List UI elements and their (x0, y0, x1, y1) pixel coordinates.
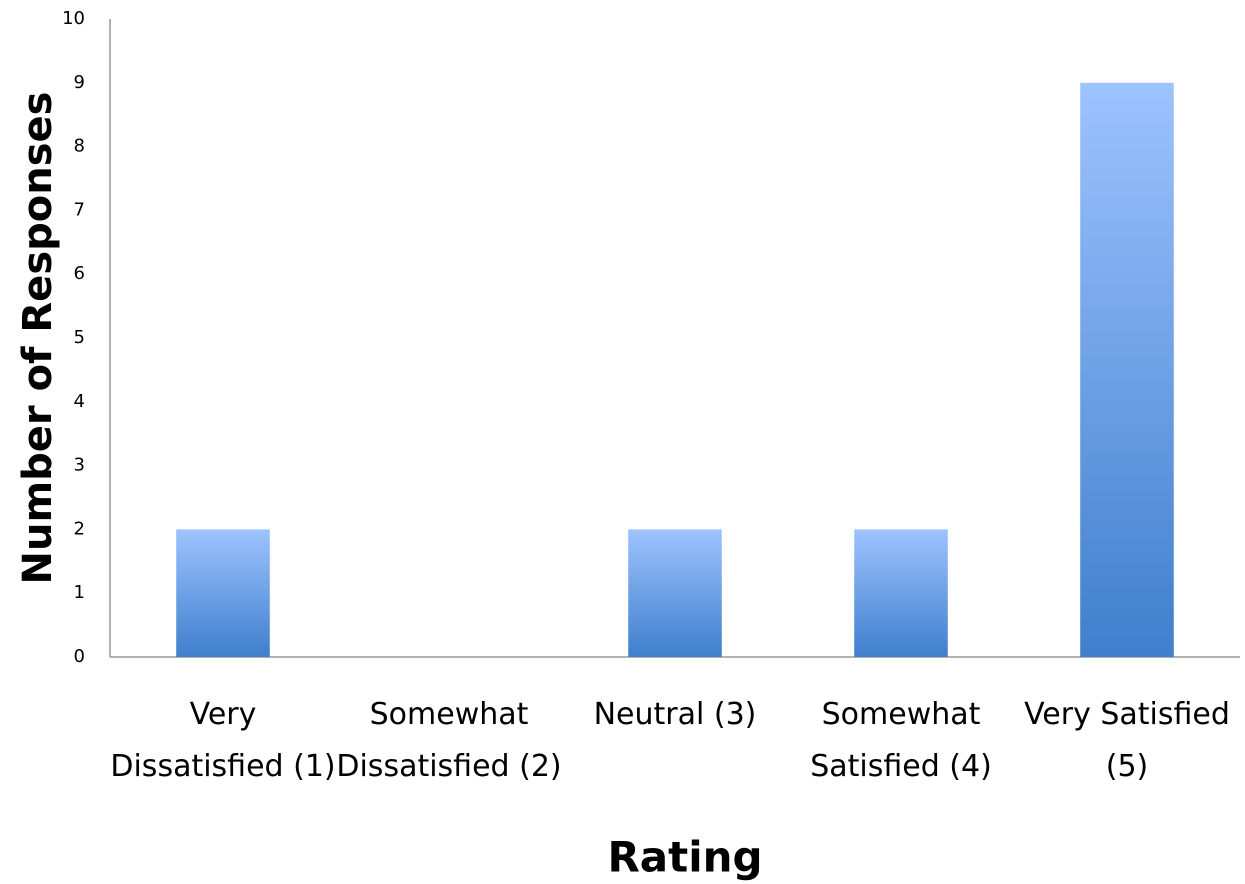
bar (176, 529, 270, 657)
bar (628, 529, 722, 657)
y-tick-label: 8 (74, 136, 85, 157)
x-tick-label: Somewhat Dissatisfied (2) (336, 697, 562, 784)
y-tick-label: 3 (74, 455, 85, 476)
y-tick-label: 9 (74, 72, 85, 93)
x-tick-label: Very Dissatisfied (1) (110, 697, 336, 784)
y-tick-label: 2 (74, 518, 85, 539)
y-tick-label: 1 (74, 582, 85, 603)
y-axis-title: Number of Responses (15, 92, 61, 585)
y-tick-label: 7 (74, 199, 85, 220)
x-tick-label: Neutral (3) (593, 697, 757, 732)
x-tick-label: Somewhat Satisfied (4) (810, 697, 992, 784)
y-tick-label: 5 (74, 327, 85, 348)
y-tick-label: 0 (74, 646, 85, 667)
y-tick-label: 4 (74, 391, 85, 412)
x-tick-label: Very Satisfied (5) (1024, 697, 1230, 784)
x-axis-title: Rating (607, 833, 762, 882)
bar (1080, 82, 1174, 658)
y-tick-label: 10 (62, 8, 85, 29)
bar (854, 529, 948, 657)
y-tick-label: 6 (74, 263, 85, 284)
